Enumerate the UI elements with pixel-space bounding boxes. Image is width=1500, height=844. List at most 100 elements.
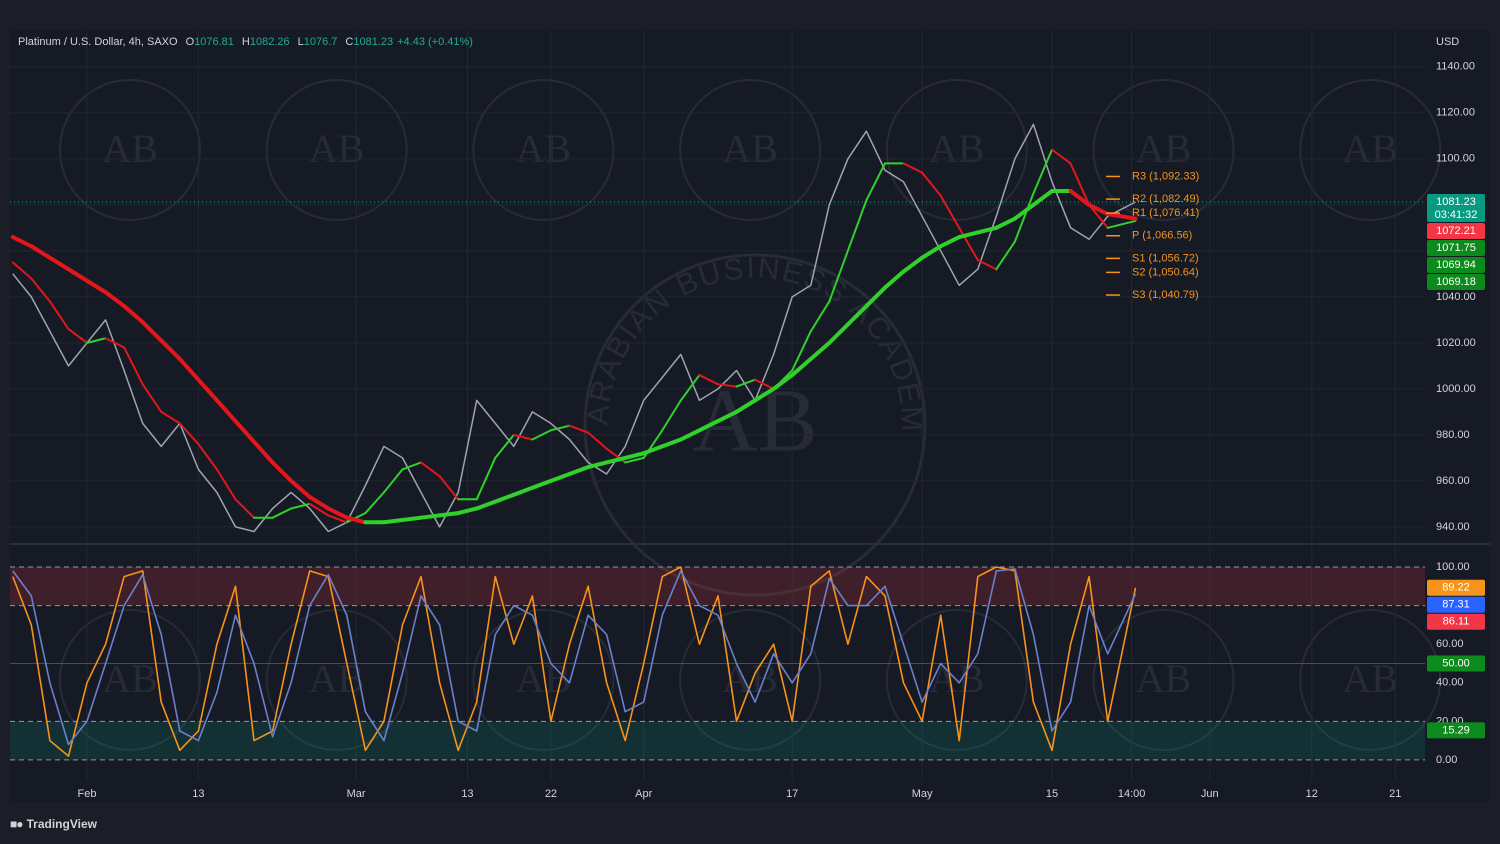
price-badge bbox=[1427, 257, 1485, 274]
moving-average-segment bbox=[512, 433, 534, 441]
pivot-label: R2 (1,082.49) bbox=[1132, 193, 1199, 205]
x-tick-label: 22 bbox=[545, 788, 557, 800]
x-tick-label: 13 bbox=[192, 788, 204, 800]
logo-mark: ■● bbox=[10, 817, 23, 831]
pivot-label: R1 (1,076.41) bbox=[1132, 207, 1199, 219]
moving-average-segment bbox=[494, 433, 515, 459]
moving-average-segment bbox=[938, 235, 962, 249]
y-tick-label: 1120.00 bbox=[1436, 107, 1475, 119]
moving-average-segment bbox=[177, 356, 201, 382]
moving-average-segment bbox=[48, 300, 70, 331]
moving-average-segment bbox=[865, 162, 886, 202]
moving-average-segment bbox=[307, 494, 331, 511]
watermark-initials: AB bbox=[102, 126, 158, 171]
moving-average-segment bbox=[624, 456, 645, 464]
moving-average-segment bbox=[994, 216, 1017, 230]
watermark-initials: AB bbox=[722, 126, 778, 171]
pivot-label: S1 (1,056.72) bbox=[1132, 252, 1199, 264]
ohlc-key: O bbox=[185, 36, 195, 48]
watermark-ring bbox=[1092, 609, 1235, 751]
ohlc-value: 1076.81 bbox=[194, 36, 234, 48]
ohlc-value: 1076.7 bbox=[303, 36, 338, 48]
moving-average-segment bbox=[957, 230, 980, 240]
moving-average-segment bbox=[827, 322, 850, 345]
price-badge-label: 87.31 bbox=[1442, 599, 1470, 611]
watermark-ring bbox=[885, 609, 1028, 751]
ohlc-value: 1081.23 bbox=[353, 36, 394, 48]
moving-average-segment bbox=[587, 431, 608, 450]
moving-average-segment bbox=[1031, 189, 1054, 207]
moving-average-segment bbox=[1012, 202, 1036, 221]
moving-average-segment bbox=[754, 378, 775, 390]
countdown-label: 03:41:32 bbox=[1435, 209, 1478, 221]
price-badge bbox=[1427, 722, 1485, 739]
watermark-initials: AB bbox=[1136, 126, 1192, 171]
price-badge-label: 15.29 bbox=[1442, 724, 1470, 736]
panel bbox=[10, 30, 1425, 543]
moving-average-segment bbox=[30, 277, 51, 303]
moving-average-segment bbox=[846, 199, 868, 252]
moving-average-segment bbox=[474, 499, 498, 511]
moving-average-segment bbox=[1087, 202, 1110, 217]
moving-average-segment bbox=[493, 492, 516, 504]
moving-average-segment bbox=[623, 451, 646, 460]
watermark-initials: AB bbox=[309, 126, 365, 171]
x-tick-label: 17 bbox=[786, 788, 798, 800]
x-tick-label: Jun bbox=[1201, 788, 1219, 800]
moving-average-segment bbox=[975, 225, 999, 235]
x-tick-label: 14:00 bbox=[1118, 788, 1146, 800]
moving-average-segment bbox=[308, 502, 330, 517]
moving-average-segment bbox=[475, 456, 497, 501]
brand: TradingView bbox=[26, 817, 97, 831]
moving-average-segment bbox=[326, 506, 349, 520]
moving-average-segment bbox=[86, 337, 107, 344]
watermark-ring bbox=[679, 79, 822, 221]
moving-average-segment bbox=[1105, 212, 1138, 221]
price-badge-label: 1072.21 bbox=[1436, 225, 1476, 237]
watermark-initials: AB bbox=[1342, 656, 1398, 701]
moving-average-segment bbox=[828, 249, 849, 303]
moving-average-segment bbox=[437, 511, 461, 518]
watermark-initials: AB bbox=[1342, 126, 1398, 171]
moving-average-segment bbox=[327, 514, 348, 524]
moving-average-segment bbox=[1013, 192, 1035, 243]
moving-average-segment bbox=[511, 485, 535, 497]
moving-average-segment bbox=[178, 422, 200, 446]
moving-average-segment bbox=[196, 377, 219, 403]
moving-average-segment bbox=[270, 460, 294, 483]
moving-average-segment bbox=[790, 356, 813, 378]
moving-average-segment bbox=[921, 171, 942, 197]
moving-average-segment bbox=[140, 320, 164, 343]
series-line bbox=[12, 566, 1137, 757]
ohlc-key: C bbox=[345, 36, 354, 48]
y-tick-label: 100.00 bbox=[1436, 561, 1470, 573]
moving-average-segment bbox=[10, 235, 34, 249]
x-tick-label: 12 bbox=[1306, 788, 1318, 800]
watermark-initials: AB bbox=[929, 126, 985, 171]
symbol: Platinum / U.S. Dollar, 4h, SAXO bbox=[18, 36, 178, 48]
band bbox=[10, 721, 1425, 760]
moving-average-segment bbox=[103, 290, 127, 309]
price-badge-label: 1081.23 bbox=[1436, 196, 1476, 208]
moving-average-segment bbox=[902, 162, 924, 174]
moving-average-segment bbox=[809, 300, 831, 333]
x-tick-label: 13 bbox=[461, 788, 473, 800]
moving-average-segment bbox=[214, 398, 238, 424]
moving-average-segment bbox=[47, 255, 71, 272]
x-tick-label: Mar bbox=[347, 788, 366, 800]
moving-average-segment bbox=[29, 244, 52, 260]
moving-average-segment bbox=[531, 429, 552, 441]
watermark-ring bbox=[59, 609, 201, 751]
price-badge bbox=[1427, 194, 1485, 223]
pivot-label: R3 (1,092.33) bbox=[1132, 170, 1199, 182]
moving-average-segment bbox=[715, 409, 739, 424]
moving-average-segment bbox=[734, 398, 758, 414]
moving-average-segment bbox=[123, 346, 144, 386]
moving-average-segment bbox=[85, 278, 108, 295]
moving-average-segment bbox=[586, 460, 609, 470]
moving-average-segment bbox=[345, 512, 367, 524]
watermark-ring bbox=[472, 79, 615, 221]
moving-average-segment bbox=[400, 515, 424, 522]
moving-average-segment bbox=[381, 517, 405, 525]
